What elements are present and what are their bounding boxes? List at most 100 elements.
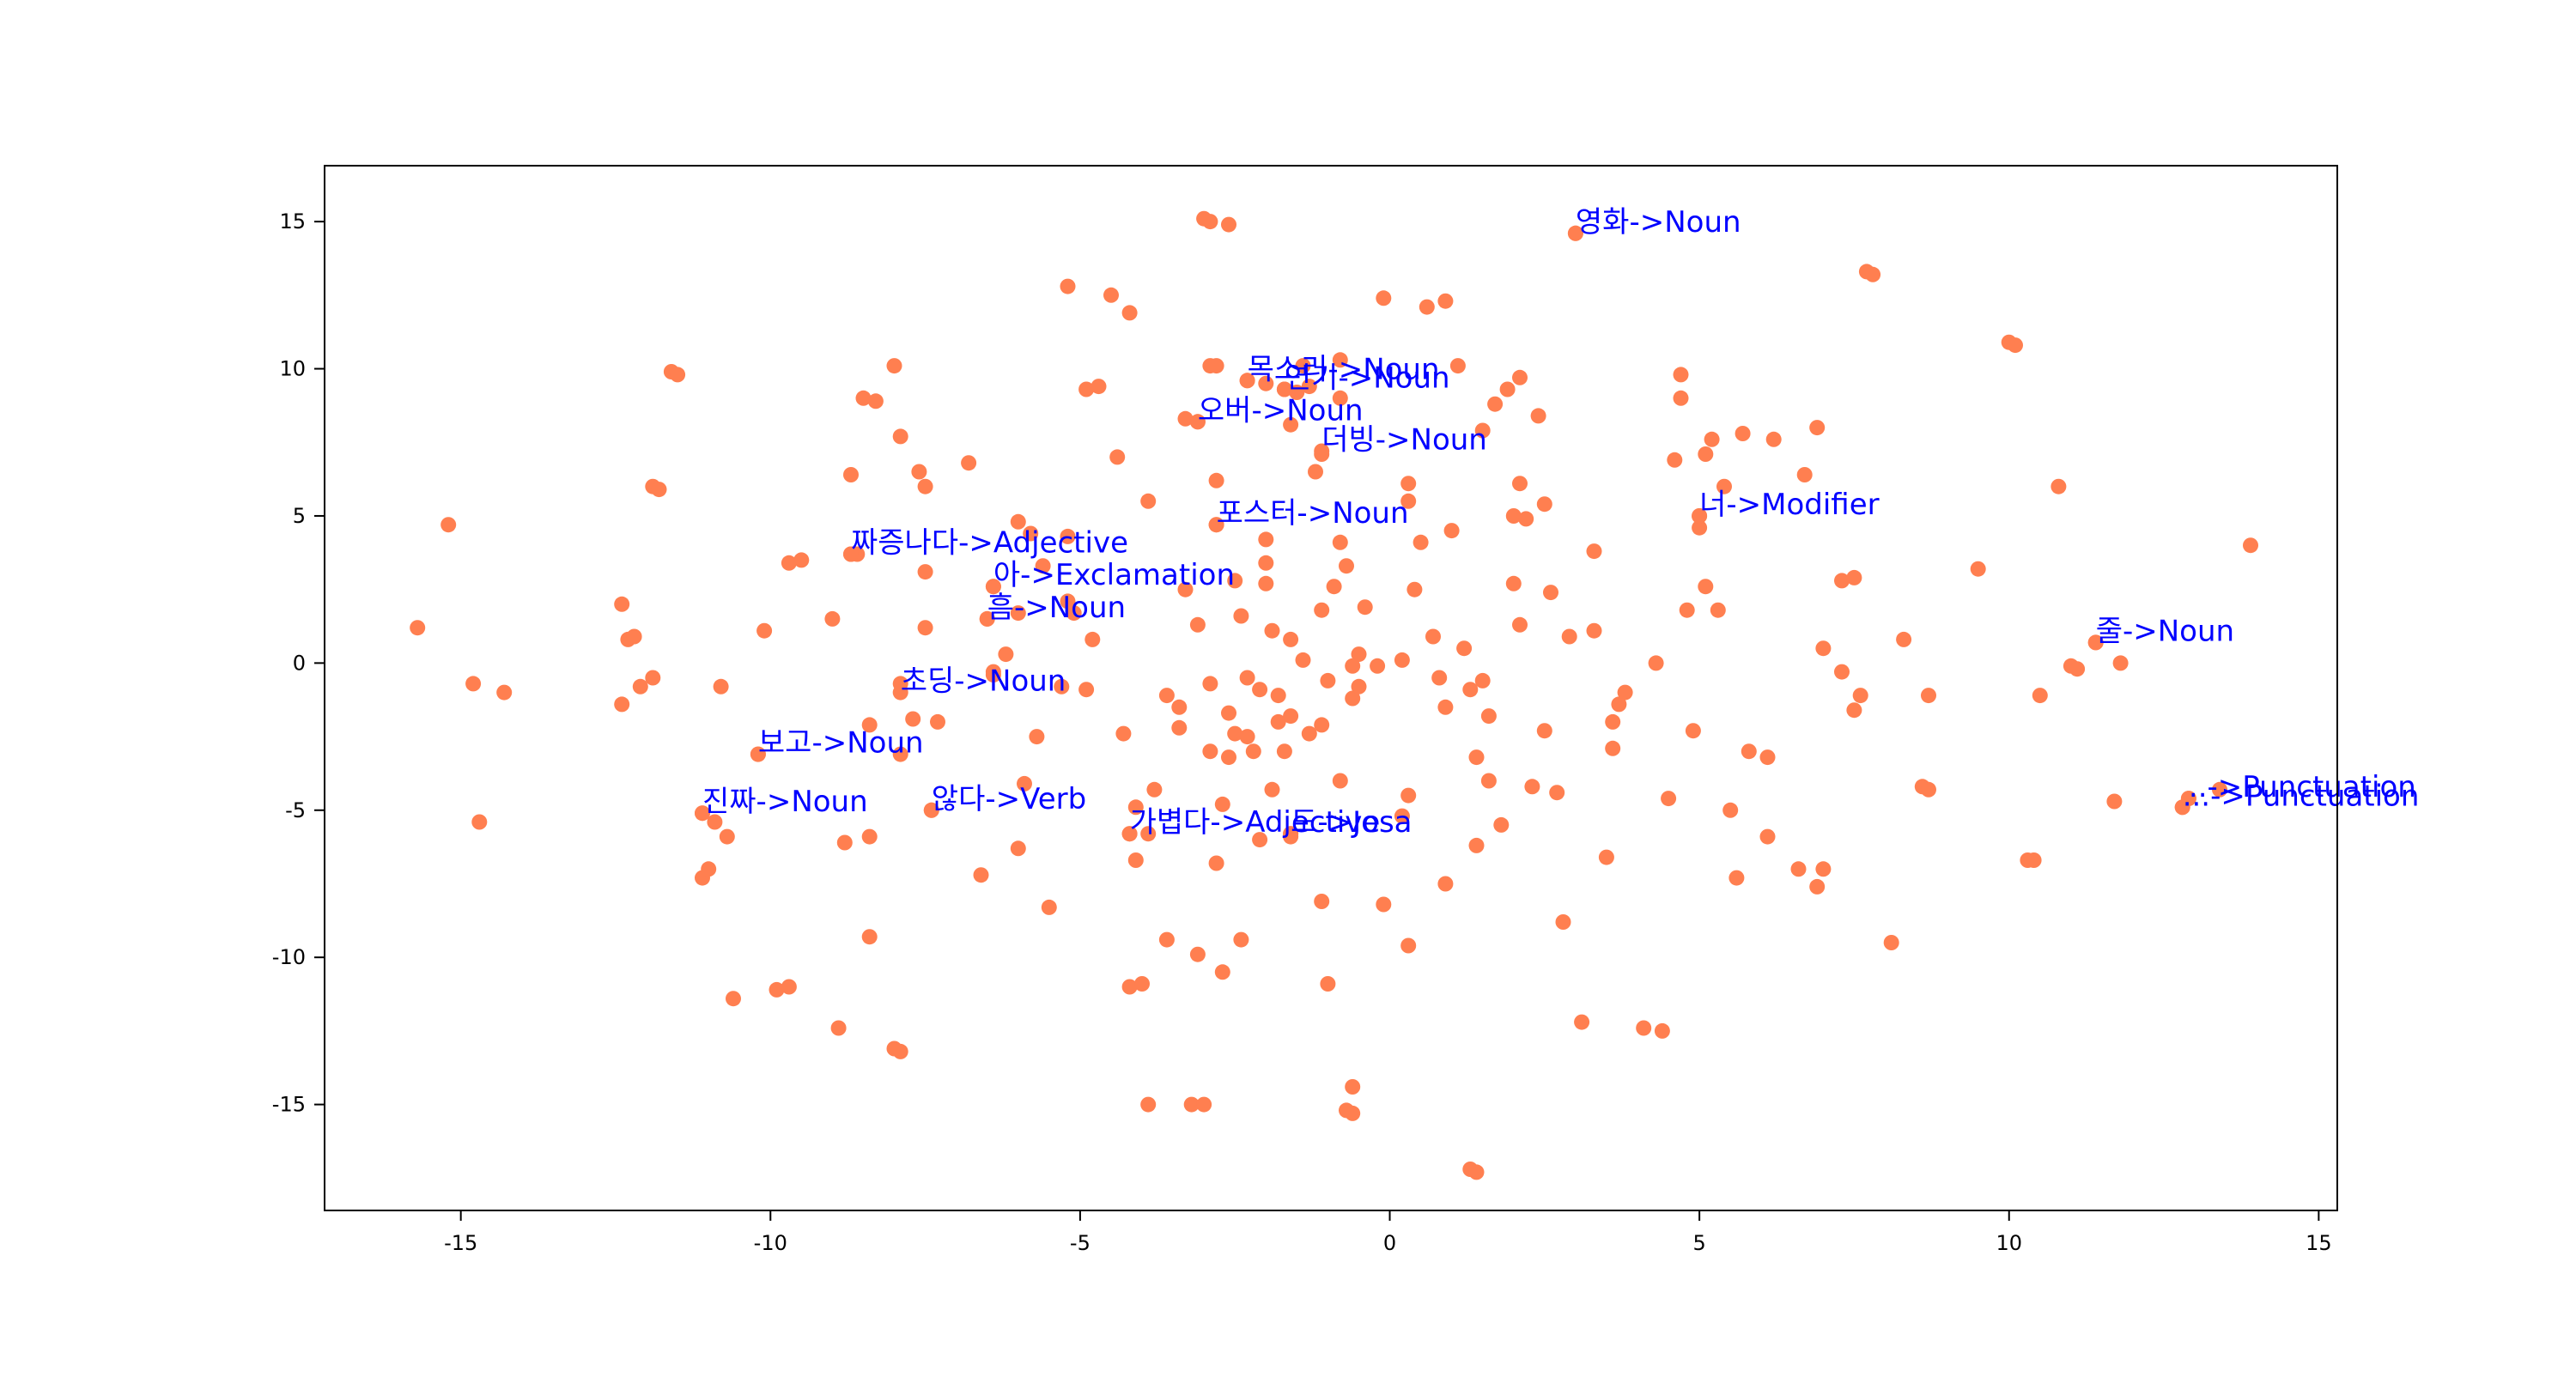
data-point [1468,749,1485,766]
data-point [2243,537,2258,554]
plot-frame [324,165,2338,1211]
data-point [1437,876,1454,892]
data-point [1586,622,1602,639]
data-point [1127,799,1144,816]
x-tick-label: 5 [1692,1231,1705,1255]
y-tick-label: -15 [272,1093,306,1117]
data-point [1060,593,1076,610]
data-point [1518,511,1534,527]
data-point [1499,381,1516,397]
data-point [1060,528,1076,544]
data-point [1449,358,1466,374]
point-label: 포스터->Noun [1217,496,1409,531]
data-point [1692,519,1708,536]
data-point [911,464,927,480]
data-point [1394,652,1410,668]
data-points [410,210,2258,1180]
data-point [1258,555,1274,571]
data-point [1010,605,1026,622]
data-point [1468,1164,1485,1180]
data-point [1158,931,1175,948]
point-label: 더빙->Noun [1321,423,1487,458]
data-point [614,696,630,713]
data-point [1512,369,1528,385]
data-point [1183,1096,1200,1113]
labeled-data-point [1314,443,1330,459]
data-point [1289,385,1305,400]
data-point [1301,379,1317,395]
data-point [1357,599,1373,616]
labeled-data-point [2087,634,2104,651]
data-point [701,861,717,877]
labeled-data-point [695,805,710,822]
data-point [1351,646,1367,663]
data-point [471,814,488,830]
data-point [1227,725,1243,742]
y-tick-label: 0 [293,651,306,675]
data-point [1437,699,1454,715]
point-label: 가볍다->Adjective [1130,805,1381,840]
data-point [1270,688,1286,704]
data-point [1555,914,1571,930]
data-point [2008,337,2023,354]
x-tick-label: 15 [2306,1231,2332,1255]
data-point [1109,449,1126,465]
data-point [1493,816,1510,833]
data-point [1214,964,1230,980]
data-point [1456,640,1473,657]
data-point [1202,214,1218,230]
point-label: 줄->Noun [2096,614,2234,648]
data-point [1846,702,1862,719]
labeled-data-point [843,546,859,562]
data-point [1283,416,1299,433]
data-point [2032,688,2048,704]
data-point [1437,293,1454,309]
data-point [1078,381,1095,397]
data-point [1314,894,1330,909]
data-point [1227,573,1243,589]
data-point [1790,861,1807,877]
point-label: 아->Exclamation [993,558,1235,592]
data-point [1846,569,1862,585]
data-point [1314,717,1330,733]
data-point [1264,622,1280,639]
point-label: 목소리->Noun [1248,352,1440,386]
data-point [1376,896,1392,913]
data-point [713,678,729,695]
data-point [1115,725,1132,742]
data-point [1339,1102,1354,1119]
data-point [1524,779,1540,795]
data-point [1574,1014,1590,1030]
data-point [1512,476,1528,492]
data-point [1258,575,1274,591]
data-point [1400,937,1417,954]
y-tick-label: -5 [285,798,306,822]
data-point [1177,581,1194,598]
data-point [1041,899,1057,915]
data-point [1400,493,1417,509]
point-label: 너->Modifier [1699,488,1880,522]
y-axis: -15 -10 -5 0 5 10 15 [272,209,325,1117]
labeled-data-point [985,579,1001,595]
data-point [1654,1022,1670,1039]
data-point [1543,585,1558,601]
data-point [1698,579,1714,595]
data-point [836,834,853,851]
data-point [861,929,878,945]
data-point [626,628,642,645]
data-point [1561,628,1577,645]
data-point [830,1020,847,1036]
data-point [440,517,457,533]
data-point [793,552,810,568]
data-point [1710,602,1726,618]
data-point [1716,478,1732,494]
point-label: 오버->Noun [1198,393,1364,428]
data-point [1598,849,1614,865]
data-point [465,676,482,692]
data-point [1214,796,1230,812]
data-point [781,555,797,571]
data-point [1462,682,1479,698]
data-point [2106,793,2123,810]
